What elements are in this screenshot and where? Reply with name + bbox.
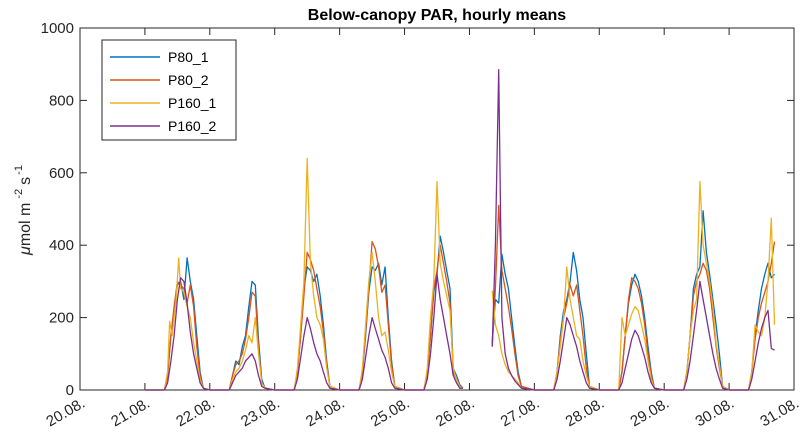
y-tick-label-3: 600 [49, 165, 74, 182]
series-line-p160-1 [144, 157, 776, 391]
ylabel-s: s [17, 177, 34, 185]
y-tick-label-5: 1000 [41, 20, 74, 37]
y-tick-label-2: 400 [49, 237, 74, 254]
x-tick-label-3: 23.08. [238, 395, 283, 431]
svg-text:μmol m-2s-1: μmol m -2 s -1 [13, 165, 34, 256]
x-tick-label-11: 31.08. [757, 395, 800, 431]
ylabel-text: mol m [17, 203, 34, 247]
y-tick-label-1: 200 [49, 310, 74, 327]
x-tick-label-7: 27.08. [498, 395, 543, 431]
legend-label-3: P160_2 [168, 118, 216, 134]
legend-label-0: P80_1 [168, 49, 209, 65]
ylabel-exp2: -1 [13, 165, 25, 175]
ylabel-mu: μ [17, 246, 34, 256]
x-tick-label-10: 30.08. [692, 395, 737, 431]
y-tick-label-4: 800 [49, 92, 74, 109]
legend: P80_1 P80_2 P160_1 P160_2 [101, 39, 237, 141]
x-tick-label-5: 25.08. [368, 395, 413, 431]
x-tick-label-0: 20.08. [43, 395, 88, 431]
legend-label-2: P160_1 [168, 95, 216, 111]
ylabel-exp1: -2 [13, 189, 25, 199]
series-lines [144, 68, 776, 391]
x-tick-label-1: 21.08. [108, 395, 153, 431]
series-line-p160-2 [144, 68, 775, 391]
chart-title: Below-canopy PAR, hourly means [308, 7, 567, 24]
y-tick-label-0: 0 [66, 382, 74, 399]
y-axis-label: μmol m -2 s -1 [13, 165, 34, 256]
x-tick-label-9: 29.08. [628, 395, 673, 431]
x-tick-label-6: 26.08. [433, 395, 478, 431]
legend-label-1: P80_2 [168, 72, 209, 88]
x-tick-label-2: 22.08. [173, 395, 218, 431]
plot-frame [79, 27, 795, 391]
x-tick-label-8: 28.08. [563, 395, 608, 431]
y-axis: 0 200 400 600 800 1000 [41, 20, 794, 399]
series-line-p80-1 [144, 210, 775, 391]
x-tick-label-4: 24.08. [303, 395, 348, 431]
